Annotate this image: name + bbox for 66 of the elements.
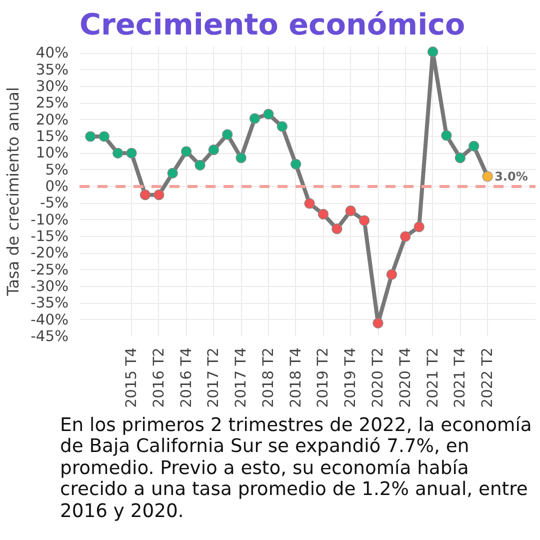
point (208, 144, 219, 156)
point (222, 129, 233, 140)
y-tick-label: -30% (30, 278, 69, 295)
y-tick-label: 30% (36, 78, 69, 95)
y-tick-label: -15% (30, 228, 69, 245)
text: En los primeros 2 trimestres de 2022, la economía de Baja California Sur se expandió 7.7%, en promedio. Previo a esto, su economía había crecido a una tasa promedio de 1.2% anual, entre 2016 y 2020. (60, 415, 533, 522)
point (112, 148, 124, 158)
y-tick-label: -20% (30, 244, 69, 262)
y-tick-label: -25% (30, 261, 69, 278)
point (482, 171, 493, 182)
point (454, 152, 466, 164)
point (400, 231, 411, 242)
x-tick-label: 2017 T4 (232, 347, 250, 408)
x-tick-label: 2018 T4 (287, 347, 304, 408)
x-tick-label: 2015 T4 (123, 347, 140, 408)
x-tick-label: 2022 T2 (479, 347, 496, 408)
point (154, 190, 164, 200)
point (441, 130, 452, 141)
y-tick-label: -35% (30, 294, 69, 312)
y-tick-label: 15% (36, 128, 69, 145)
point (181, 146, 192, 157)
point (276, 121, 288, 132)
y-tick-label: 35% (36, 61, 69, 78)
y-tick-label: 25% (36, 94, 69, 112)
x-tick-label: 2020 T4 (396, 347, 414, 408)
point (263, 108, 274, 120)
x-tick-label: 2021 T2 (424, 347, 442, 408)
point (304, 198, 315, 209)
point (194, 160, 206, 170)
point (236, 152, 246, 164)
point (249, 113, 260, 124)
point (468, 140, 480, 152)
y-tick-label: 40% (36, 44, 69, 62)
point (372, 318, 384, 328)
x-tick-label: 2018 T2 (260, 347, 277, 408)
point (290, 158, 302, 170)
x-tick-label: 2020 T2 (370, 347, 387, 408)
x-tick-label: 2017 T2 (205, 347, 222, 408)
point (345, 206, 356, 216)
y-tick-label: -45% (30, 328, 69, 345)
y-axis-title: Tasa de crecimiento anual (4, 87, 23, 297)
point (427, 46, 438, 58)
y-tick-label: -40% (30, 311, 69, 328)
y-tick-label: 0% (45, 178, 69, 195)
point (126, 148, 137, 158)
y-tick-label: 10% (36, 144, 69, 162)
y-tick-label: -10% (30, 211, 69, 228)
point (98, 131, 110, 142)
x-tick-label: 2019 T2 (314, 347, 332, 408)
point (359, 215, 370, 226)
x-tick-label: 2016 T2 (150, 347, 168, 408)
x-tick-label: 2019 T4 (342, 347, 360, 408)
point (318, 208, 329, 220)
point (85, 131, 96, 142)
point (140, 190, 151, 200)
point (386, 269, 398, 280)
x-tick-label: 2016 T4 (178, 347, 195, 408)
data-label: 3.0% (494, 170, 528, 184)
x-tick-label: 2021 T4 (452, 347, 469, 408)
y-tick-label: -5% (40, 194, 69, 212)
y-tick-label: 5% (45, 161, 69, 178)
point (167, 168, 178, 178)
point (332, 224, 342, 234)
chart-title: Crecimiento económico (80, 8, 466, 42)
y-tick-label: 20% (36, 111, 69, 128)
point (414, 222, 424, 232)
